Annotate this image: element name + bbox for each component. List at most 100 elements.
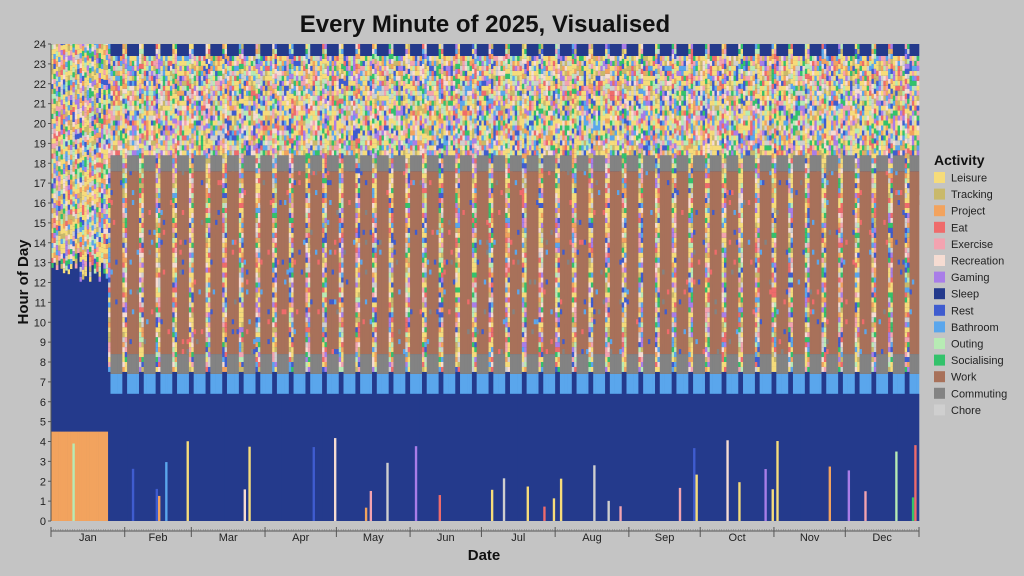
activity-block-bathroom <box>84 241 87 247</box>
activity-block-leisure <box>243 100 247 106</box>
activity-block-gaming <box>158 242 161 248</box>
activity-block-project <box>77 193 80 199</box>
activity-block-gaming <box>74 129 78 135</box>
activity-block-rest <box>86 149 90 155</box>
activity-block-outing <box>141 68 145 74</box>
activity-block-work <box>110 171 114 355</box>
activity-block-leisure <box>257 173 261 179</box>
activity-block-rest <box>98 92 102 98</box>
activity-block-gaming <box>212 145 216 151</box>
activity-block-leisure <box>122 282 126 288</box>
activity-block-rest <box>91 205 95 211</box>
activity-block-leisure <box>81 185 85 191</box>
activity-block-leisure <box>96 187 99 193</box>
activity-block-tracking <box>60 233 64 239</box>
activity-block-gaming <box>100 133 104 139</box>
activity-block-gaming <box>179 80 183 86</box>
activity-block-leisure <box>248 135 252 141</box>
activity-block-project <box>134 95 137 101</box>
activity-block-leisure <box>172 212 175 218</box>
activity-block-gaming <box>65 116 68 122</box>
activity-block-leisure <box>174 327 178 333</box>
activity-block-rest <box>248 145 252 151</box>
activity-block-leisure <box>207 287 211 293</box>
activity-block-leisure <box>86 80 90 86</box>
activity-block-project <box>172 48 175 54</box>
activity-block-eat <box>312 170 316 176</box>
activity-block-socialising <box>231 55 235 61</box>
activity-block-leisure <box>305 178 309 184</box>
activity-block-bathroom <box>272 123 275 129</box>
activity-block-socialising <box>138 153 142 159</box>
activity-block-socialising <box>231 65 235 71</box>
day-column <box>319 44 323 521</box>
activity-block-gaming <box>305 108 309 114</box>
activity-block-chore <box>212 135 216 141</box>
activity-block-bathroom <box>129 373 133 394</box>
activity-block-exercise <box>324 357 328 362</box>
activity-block-leisure <box>58 81 61 87</box>
activity-block-rest <box>274 44 278 49</box>
activity-block-project <box>188 352 192 358</box>
activity-block-tracking <box>307 332 311 338</box>
activity-block-chore <box>81 200 85 206</box>
activity-block-recreation <box>122 362 126 367</box>
activity-block-commuting <box>298 354 301 374</box>
activity-block-gaming <box>257 352 261 358</box>
activity-block-project <box>103 253 106 259</box>
activity-block-exercise <box>53 143 57 149</box>
activity-block-sleep <box>236 393 240 521</box>
activity-block-rest <box>108 227 111 233</box>
activity-block-outing <box>138 123 142 129</box>
activity-block-exercise <box>222 322 225 328</box>
activity-block-leisure <box>322 168 325 174</box>
activity-block-gaming <box>172 163 175 169</box>
activity-block-rest <box>288 128 292 134</box>
activity-block-socialising <box>196 100 199 106</box>
activity-block-bathroom <box>160 209 164 215</box>
activity-block-outing <box>224 307 228 313</box>
activity-block-eat <box>298 180 301 186</box>
activity-block-rest <box>305 237 309 243</box>
activity-block-leisure <box>55 66 59 72</box>
activity-block-bathroom <box>174 193 178 199</box>
activity-block-chore <box>222 247 225 253</box>
activity-block-socialising <box>241 63 244 69</box>
activity-block-sleep <box>119 393 123 521</box>
activity-block-work <box>303 171 306 355</box>
activity-block-exercise <box>93 194 97 200</box>
activity-block-bathroom <box>324 282 328 288</box>
activity-block-chore <box>67 154 71 160</box>
activity-block-leisure <box>79 157 83 163</box>
activity-block-recreation <box>62 188 66 194</box>
activity-block-eat <box>112 100 116 106</box>
activity-block-gaming <box>307 317 311 323</box>
activity-block-rest <box>274 257 278 263</box>
activity-block-leisure <box>207 307 211 313</box>
activity-block-bathroom <box>212 373 216 394</box>
activity-block-outing <box>217 90 221 96</box>
activity-block-exercise <box>138 342 142 348</box>
activity-block-leisure <box>127 125 130 131</box>
activity-block-recreation <box>255 272 259 278</box>
activity-block-leisure <box>72 102 76 108</box>
activity-block-commuting <box>129 354 133 374</box>
activity-block-exercise <box>307 217 311 223</box>
activity-block-rest <box>184 239 187 245</box>
activity-block-leisure <box>138 222 142 228</box>
activity-block-leisure <box>324 188 328 194</box>
activity-block-bathroom <box>162 373 166 394</box>
activity-block-recreation <box>72 171 76 177</box>
activity-block-recreation <box>250 125 254 131</box>
activity-block-socialising <box>103 164 106 170</box>
activity-block-leisure <box>262 115 266 121</box>
activity-block-leisure <box>234 100 237 106</box>
activity-block-gaming <box>165 120 168 126</box>
activity-block-tracking <box>138 113 142 119</box>
activity-block-bathroom <box>108 257 111 263</box>
activity-block-project <box>298 120 301 126</box>
activity-block-eat <box>179 249 183 255</box>
activity-block-gaming <box>274 362 278 367</box>
activity-block-bathroom <box>186 55 190 61</box>
activity-block-bathroom <box>81 160 85 166</box>
